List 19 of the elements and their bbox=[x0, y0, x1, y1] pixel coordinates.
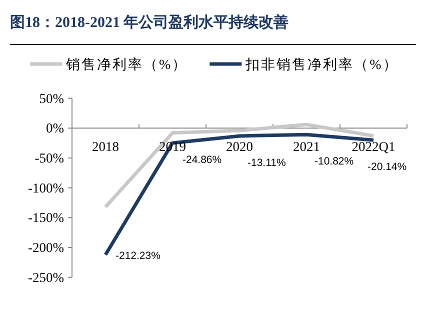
x-tick-label: 2018 bbox=[92, 139, 120, 154]
data-label: -10.82% bbox=[314, 156, 354, 168]
x-tick-label: 2020 bbox=[226, 139, 254, 154]
y-tick-label: 0% bbox=[46, 120, 64, 136]
data-label: -24.86% bbox=[182, 154, 222, 166]
x-tick-label: 2021 bbox=[293, 139, 320, 154]
data-label: -20.14% bbox=[368, 161, 407, 174]
legend-label: 扣非销售净利率（%） bbox=[244, 57, 398, 73]
y-tick-label: -50% bbox=[34, 150, 64, 166]
legend-label: 销售净利率（%） bbox=[65, 57, 188, 73]
y-tick-label: -100% bbox=[28, 180, 64, 196]
y-tick-label: -150% bbox=[28, 210, 64, 226]
x-tick-label: 2022Q1 bbox=[352, 139, 396, 154]
data-label: -13.11% bbox=[248, 156, 286, 169]
y-tick-label: -250% bbox=[28, 270, 64, 285]
data-label: -212.23% bbox=[116, 250, 160, 262]
y-tick-label: 50% bbox=[39, 90, 64, 106]
title: 图18：2018-2021 年公司盈利水平持续改善 bbox=[10, 15, 289, 31]
y-tick-label: -200% bbox=[28, 240, 64, 255]
